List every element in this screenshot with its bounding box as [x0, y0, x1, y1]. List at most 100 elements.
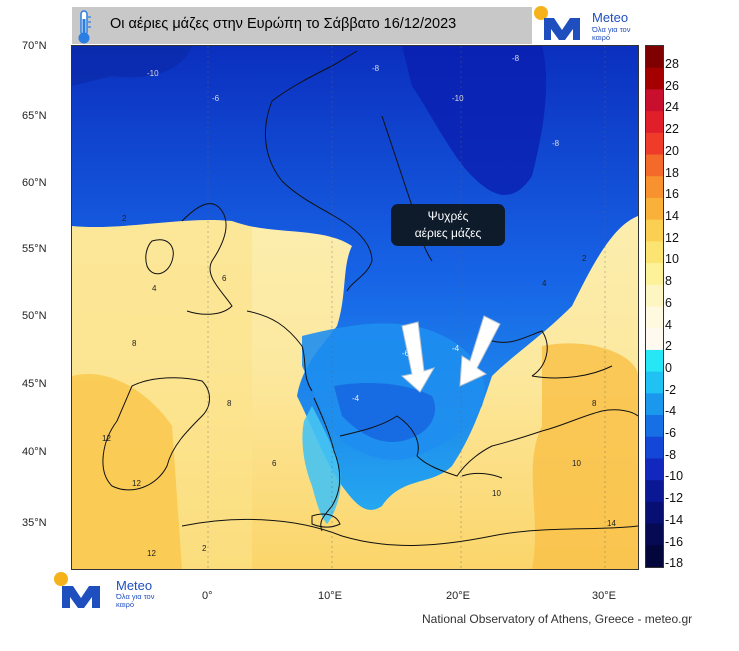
colorbar-swatch [646, 349, 663, 373]
contour-label: -8 [552, 139, 560, 148]
turkey-north-coast [541, 409, 638, 432]
contour-label: 10 [572, 459, 581, 468]
colorbar-swatch [646, 154, 663, 177]
contour-label: -8 [372, 64, 380, 73]
colorbar-swatch [646, 241, 663, 264]
callout-line-1: Ψυχρές [427, 209, 469, 223]
colorbar-tick-label: 10 [665, 252, 679, 267]
black-sea-west [491, 330, 548, 377]
scandinavia-coast [264, 100, 335, 217]
colorbar-tick-label: 26 [665, 78, 679, 93]
contour-label: 8 [227, 399, 232, 408]
colorbar-swatch [646, 176, 663, 199]
adriatic-coast [339, 415, 419, 457]
thermometer-icon [78, 10, 91, 44]
colorbar-tick-label: 4 [665, 317, 672, 332]
colorbar-tick-label: -6 [665, 426, 677, 441]
logo-tagline: Όλα για τον καιρό [592, 25, 631, 42]
colorbar-swatch [646, 306, 663, 329]
colorbar-swatch [646, 263, 663, 286]
cold-core-north [402, 46, 547, 195]
iberia [102, 377, 210, 491]
italy-cold-strip [302, 406, 341, 524]
ireland [145, 239, 174, 275]
lon-label: 30°E [592, 590, 616, 602]
contour-labels: -10 -6 -8 -10 -8 -8 2 4 6 8 12 12 12 8 6… [102, 54, 616, 558]
page-title: Οι αέριες μάζες στην Ευρώπη το Σάββατο 1… [110, 16, 457, 32]
logo-tagline: Όλα για τον καιρό [116, 592, 155, 609]
colorbar-tick-label: 28 [665, 57, 679, 71]
colorbar-tick-label: 16 [665, 187, 679, 202]
colorbar-tick-label: -2 [665, 382, 677, 397]
colorbar-swatch [646, 458, 663, 481]
colorbar [645, 45, 664, 568]
colorbar-tick-label: 12 [665, 230, 679, 245]
colorbar-swatch [646, 545, 663, 568]
contour-label: 2 [122, 214, 127, 223]
colorbar-tick-label: -14 [665, 512, 684, 527]
colorbar-tick-label: -18 [665, 556, 684, 571]
iberia-warm-zone [72, 374, 182, 569]
lat-label: 45°N [22, 378, 47, 390]
colorbar-swatch [646, 132, 663, 156]
great-britain [181, 203, 233, 315]
colorbar-tick-label: 18 [665, 165, 679, 180]
cold-air-callout: Ψυχρές αέριες μάζες [391, 204, 505, 246]
lon-label: 0° [202, 590, 213, 602]
colorbar-swatch [646, 523, 663, 546]
meteo-logo-top: Meteo Όλα για τον καιρό [532, 4, 642, 44]
crete [461, 472, 503, 479]
contour-label: -6 [402, 349, 410, 358]
colorbar-swatch [646, 111, 663, 134]
lon-label: 20°E [446, 590, 470, 602]
arrow-down-icon [400, 321, 436, 393]
cold-advection-arrows [400, 315, 501, 393]
colorbar-swatch [646, 415, 663, 438]
colorbar-swatch [646, 219, 663, 242]
meteo-logo-icon [54, 572, 100, 608]
colorbar-swatches [646, 46, 663, 568]
contour-label: 4 [542, 279, 547, 288]
contour-label: -6 [212, 94, 220, 103]
colorbar-swatch [646, 284, 663, 307]
colorbar-tick-label: 14 [665, 208, 679, 223]
contour-label: -4 [352, 394, 360, 403]
colorbar-swatch [646, 501, 663, 525]
title-bar [72, 7, 532, 44]
north-africa-coast [181, 518, 638, 546]
france-north-coast [246, 310, 313, 392]
lat-label: 65°N [22, 110, 47, 122]
meteo-logo-icon [534, 6, 580, 40]
east-warm-zone [532, 343, 638, 569]
baltic-coast [333, 215, 373, 292]
greece-coast [416, 430, 543, 477]
contour-label: -4 [452, 344, 460, 353]
meteo-logo-bottom: Meteo Όλα για τον καιρό [52, 570, 172, 610]
colorbar-swatch [646, 393, 663, 416]
cold-core-arctic [72, 46, 192, 86]
colorbar-tick-label: -12 [665, 491, 684, 506]
contour-label: 8 [592, 399, 597, 408]
colorbar-swatch [646, 67, 663, 90]
lat-label: 70°N [22, 40, 47, 52]
contour-label: 14 [607, 519, 616, 528]
black-sea-south [531, 365, 613, 379]
graticule [207, 46, 606, 569]
contour-label: 6 [272, 459, 277, 468]
contour-label: 12 [147, 549, 156, 558]
lat-label: 35°N [22, 517, 47, 529]
logo-brand: Meteo [116, 578, 153, 593]
lat-label: 60°N [22, 177, 47, 189]
contour-label: 2 [582, 254, 587, 263]
colorbar-tick-label: 22 [665, 122, 679, 137]
colorbar-swatch [646, 89, 663, 112]
lat-label: 55°N [22, 243, 47, 255]
arrow-down-left-icon [459, 315, 501, 387]
lat-label: 40°N [22, 446, 47, 458]
colorbar-tick-label: -16 [665, 534, 684, 549]
colorbar-swatch [646, 480, 663, 503]
colorbar-tick-label: -4 [665, 404, 677, 419]
callout-line-2: αέριες μάζες [414, 226, 482, 240]
logo-brand: Meteo [592, 10, 629, 25]
colorbar-swatch [646, 46, 663, 69]
